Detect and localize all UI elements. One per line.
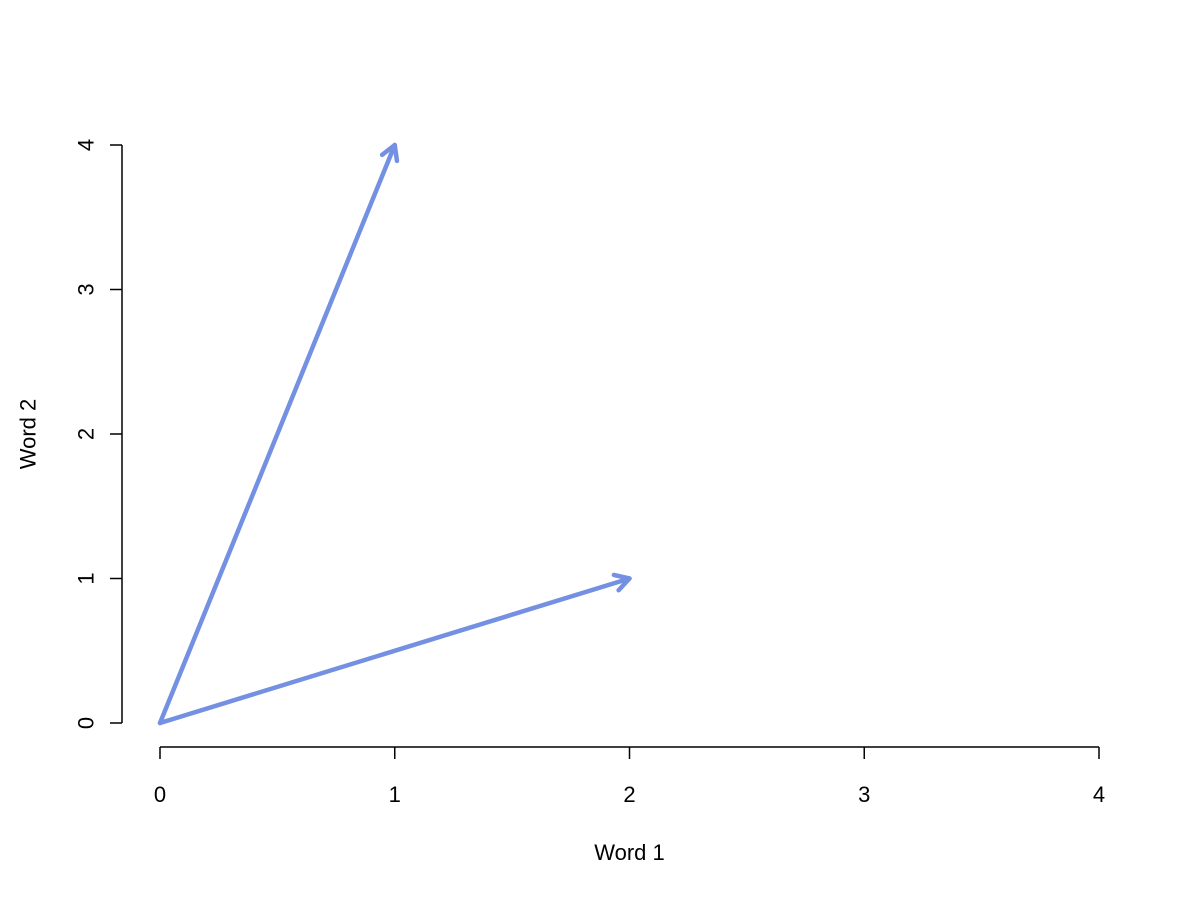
y-tick-label: 3 bbox=[74, 283, 99, 295]
x-tick-label: 2 bbox=[623, 782, 635, 807]
x-axis: 0 1 2 3 4 bbox=[154, 746, 1105, 807]
vector-arrow-1 bbox=[157, 142, 400, 726]
y-axis: 0 1 2 3 4 bbox=[74, 139, 123, 729]
y-tick-label: 4 bbox=[74, 139, 99, 151]
vector-shaft bbox=[157, 576, 632, 726]
vector-arrow-2 bbox=[157, 572, 632, 726]
y-tick-label: 1 bbox=[74, 572, 99, 584]
x-axis-title: Word 1 bbox=[594, 840, 665, 865]
vector-arrowhead bbox=[611, 572, 632, 593]
x-tick-label: 0 bbox=[154, 782, 166, 807]
y-tick-label: 2 bbox=[74, 428, 99, 440]
y-tick-label: 0 bbox=[74, 717, 99, 729]
vector-arrowhead bbox=[379, 142, 400, 164]
x-tick-label: 1 bbox=[389, 782, 401, 807]
x-tick-label: 3 bbox=[858, 782, 870, 807]
y-axis-title: Word 2 bbox=[16, 399, 41, 470]
vectors bbox=[157, 142, 632, 726]
vector-shaft bbox=[157, 142, 397, 726]
x-tick-label: 4 bbox=[1093, 782, 1105, 807]
